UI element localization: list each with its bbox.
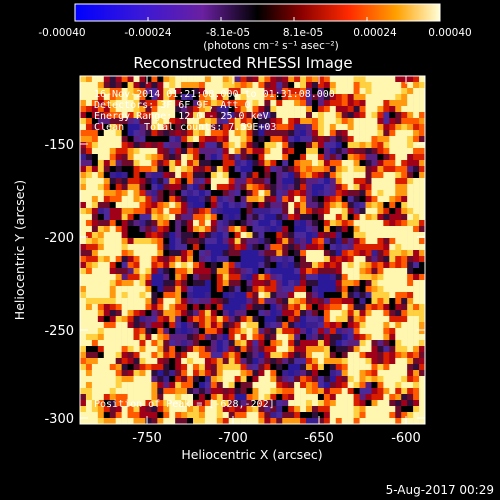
image-pixels (80, 76, 426, 425)
y-tick-label: -150 (44, 138, 74, 153)
y-tick-label: -200 (44, 231, 74, 246)
x-tick-label: -650 (304, 431, 334, 446)
x-axis-label: Heliocentric X (arcsec) (181, 447, 322, 462)
x-tick-label: -700 (218, 431, 248, 446)
x-tick-label: -750 (132, 431, 162, 446)
annotation-clean: Clean (94, 122, 124, 133)
colorbar-tick-label: -0.00024 (124, 27, 172, 39)
colorbar-ticks (74, 17, 441, 21)
colorbar-units-label: (photons cm⁻² s⁻¹ asec⁻²) (203, 40, 338, 52)
annotation-total-counts: Total counts: 7.59E+03 (144, 122, 276, 133)
colorbar-tick-label: -8.1e-05 (206, 27, 250, 39)
colorbar: -0.00040 -0.00024 -8.1e-05 8.1e-05 0.000… (38, 3, 472, 52)
plot-title: Reconstructed RHESSI Image (133, 54, 352, 72)
y-axis-label: Heliocentric Y (arcsec) (12, 180, 27, 320)
colorbar-tick-label: 0.00040 (428, 27, 471, 39)
colorbar-gradient (74, 3, 441, 22)
annotation-detectors: Detectors: 3F 6F 9F, Att 0 (94, 100, 251, 111)
x-tick-label: -600 (391, 431, 421, 446)
plot-frame (79, 75, 426, 425)
annotation-energy-range: Energy Range: 12.0 - 25.0 keV (94, 111, 269, 122)
colorbar-tick-label: -0.00040 (38, 27, 85, 39)
y-tick-label: -250 (44, 324, 74, 339)
footer-date: 5-Aug-2017 00:29 (386, 483, 494, 497)
colorbar-tick-label: 8.1e-05 (283, 27, 323, 39)
y-tick-label: -300 (44, 412, 74, 427)
colorbar-tick-label: 0.00024 (353, 27, 397, 39)
annotation-time-range: 16-Nov-2014 01:21:08.000 to 01:31:08.000 (94, 89, 335, 100)
annotation-peak: Position of Peak = [-628,-202] (94, 399, 275, 410)
image-area (80, 76, 426, 425)
